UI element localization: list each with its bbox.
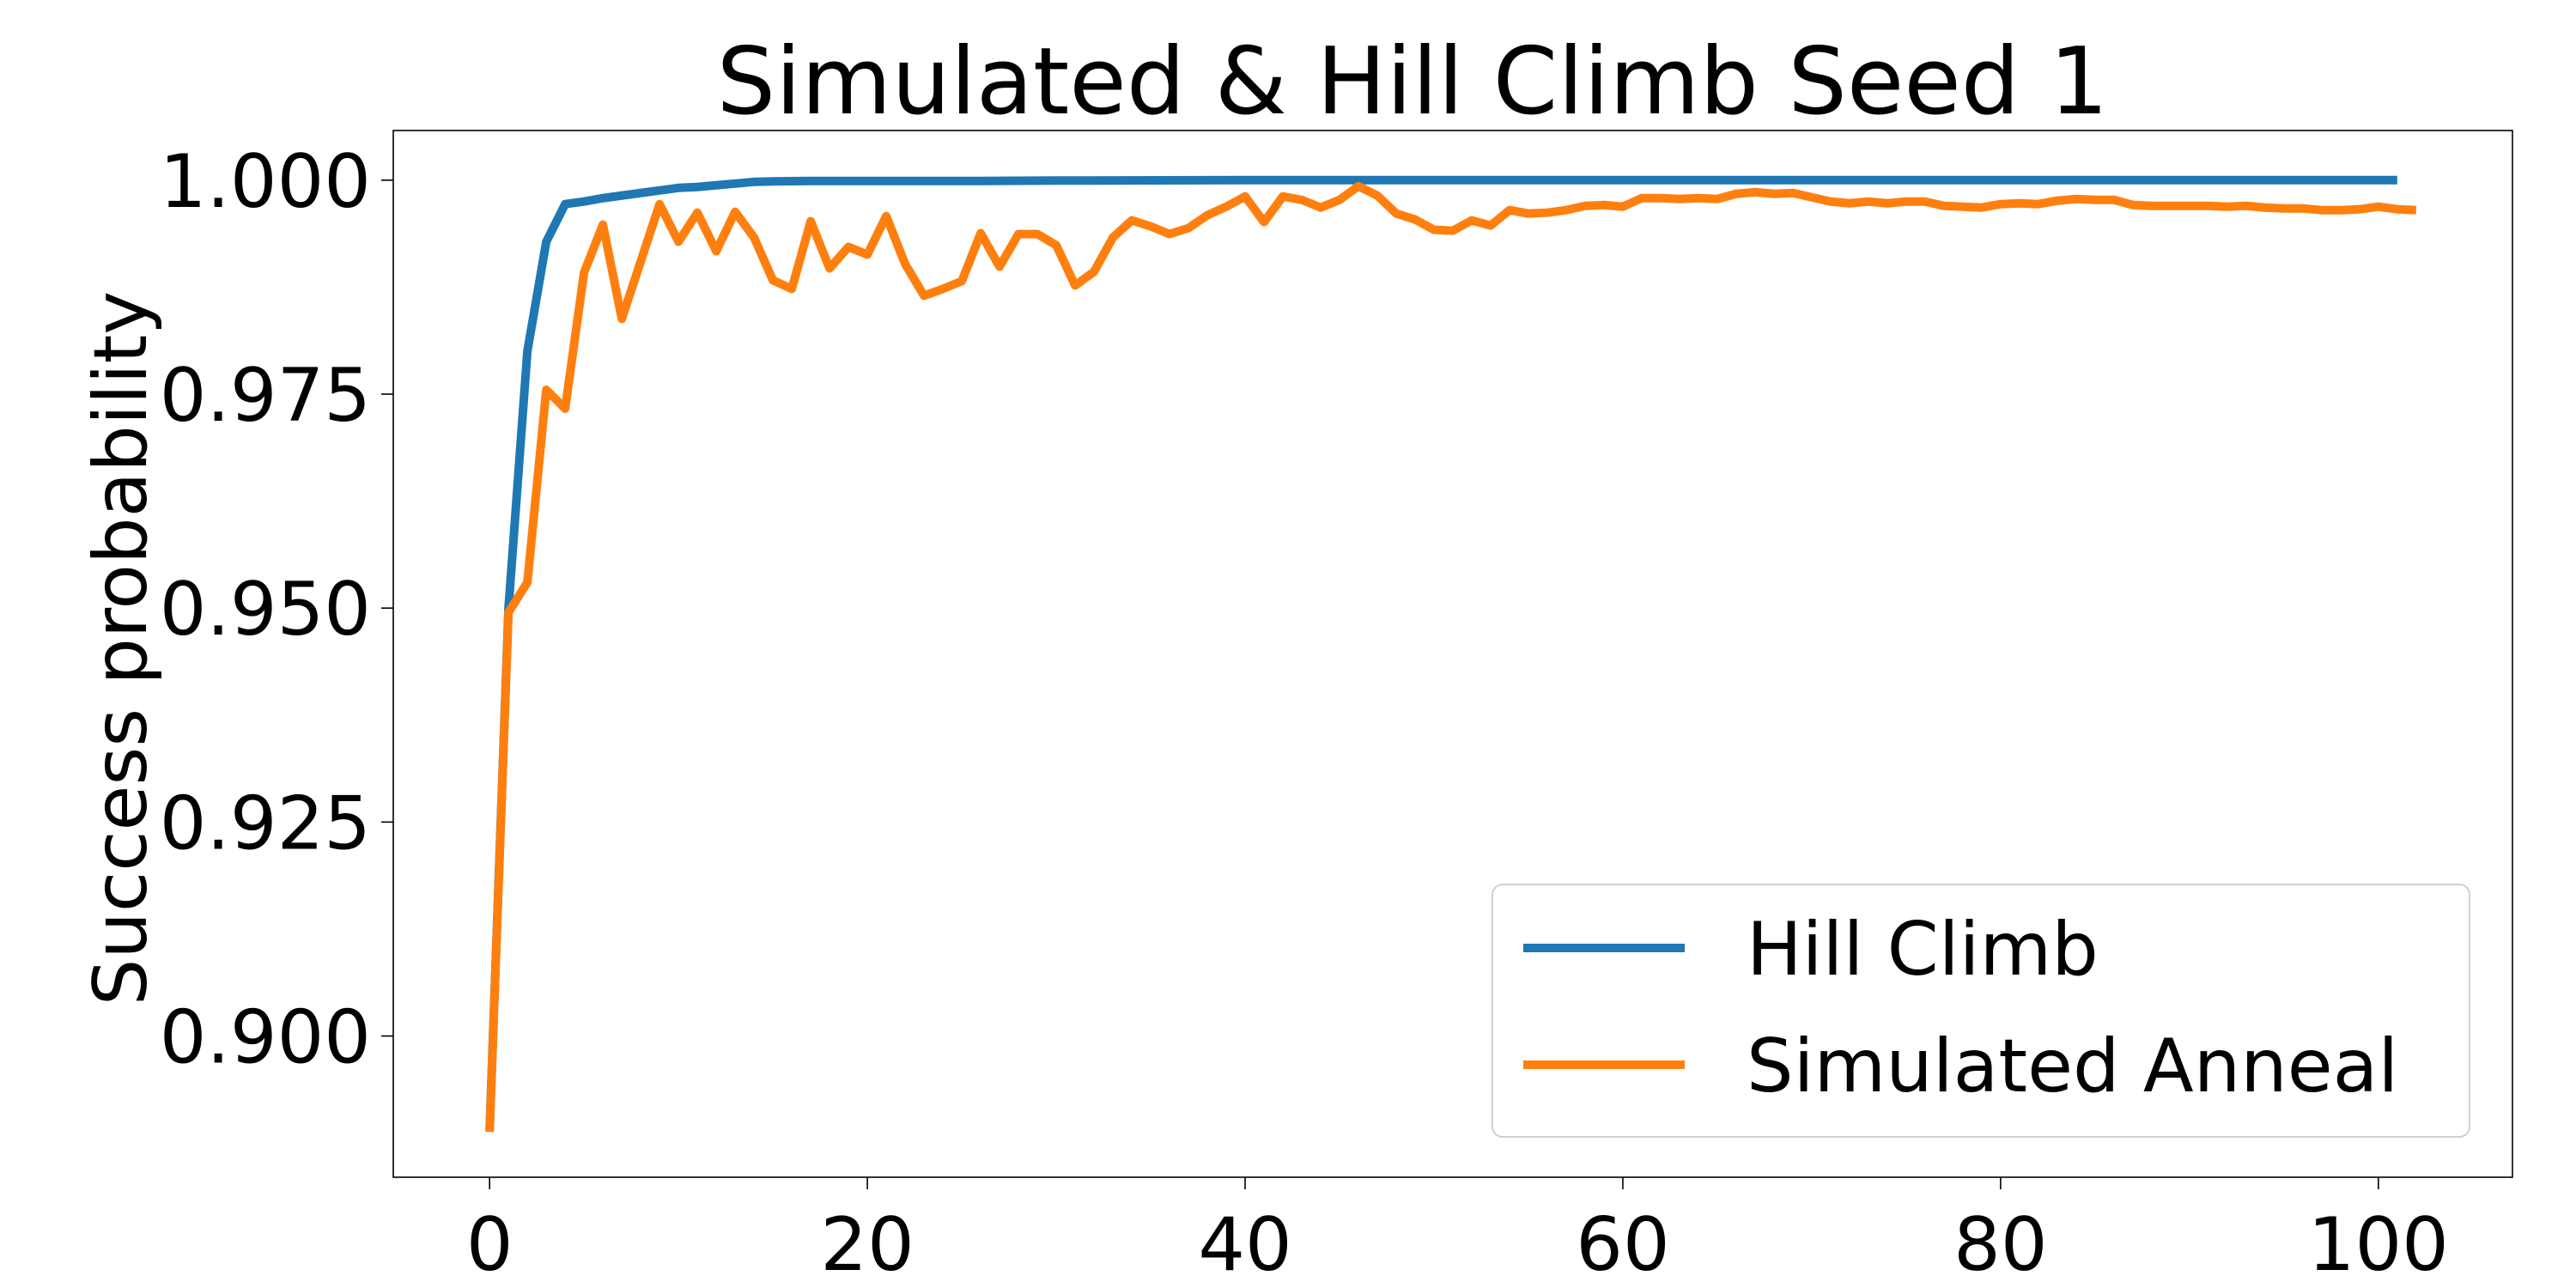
y-tick-label: 0.950: [160, 567, 371, 653]
x-tick-label: 100: [2308, 1202, 2449, 1288]
y-axis-label: Success probability: [78, 291, 164, 1005]
x-tick-label: 80: [1953, 1202, 2047, 1288]
axes-frame: [392, 130, 2513, 1178]
x-tick-label: 0: [466, 1202, 513, 1288]
legend-box: [1492, 884, 2470, 1138]
x-tick-label: 40: [1198, 1202, 1291, 1288]
y-tick-label: 1.000: [160, 139, 371, 225]
series-line-simulated-anneal: [485, 181, 2417, 1133]
x-tick-label: 60: [1576, 1202, 1669, 1288]
plot-area: 0 20 40 60 80 100 0.900 0.925 0.950 0.975 1.000: [160, 130, 2513, 1288]
x-tick-label: 20: [820, 1202, 914, 1288]
chart-title: Simulated & Hill Climb Seed 1: [717, 28, 2109, 136]
legend: Hill Climb Simulated Anneal: [1492, 884, 2470, 1138]
series-line-hill-climb: [485, 175, 2397, 1131]
y-tick-label: 0.925: [160, 781, 371, 866]
y-tick-label: 0.900: [160, 995, 371, 1081]
legend-label-simulated-anneal: Simulated Anneal: [1747, 1024, 2398, 1109]
y-tick-label: 0.975: [160, 353, 371, 439]
legend-label-hill-climb: Hill Climb: [1747, 907, 2099, 993]
